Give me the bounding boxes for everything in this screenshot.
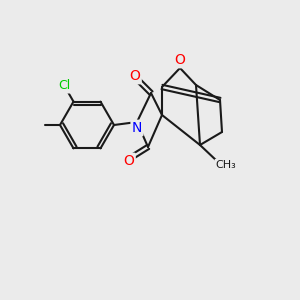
Text: O: O [175,53,185,67]
Text: N: N [132,121,142,135]
Text: Cl: Cl [58,79,70,92]
Text: CH₃: CH₃ [216,160,236,170]
Text: O: O [130,69,140,83]
Text: O: O [124,154,134,168]
